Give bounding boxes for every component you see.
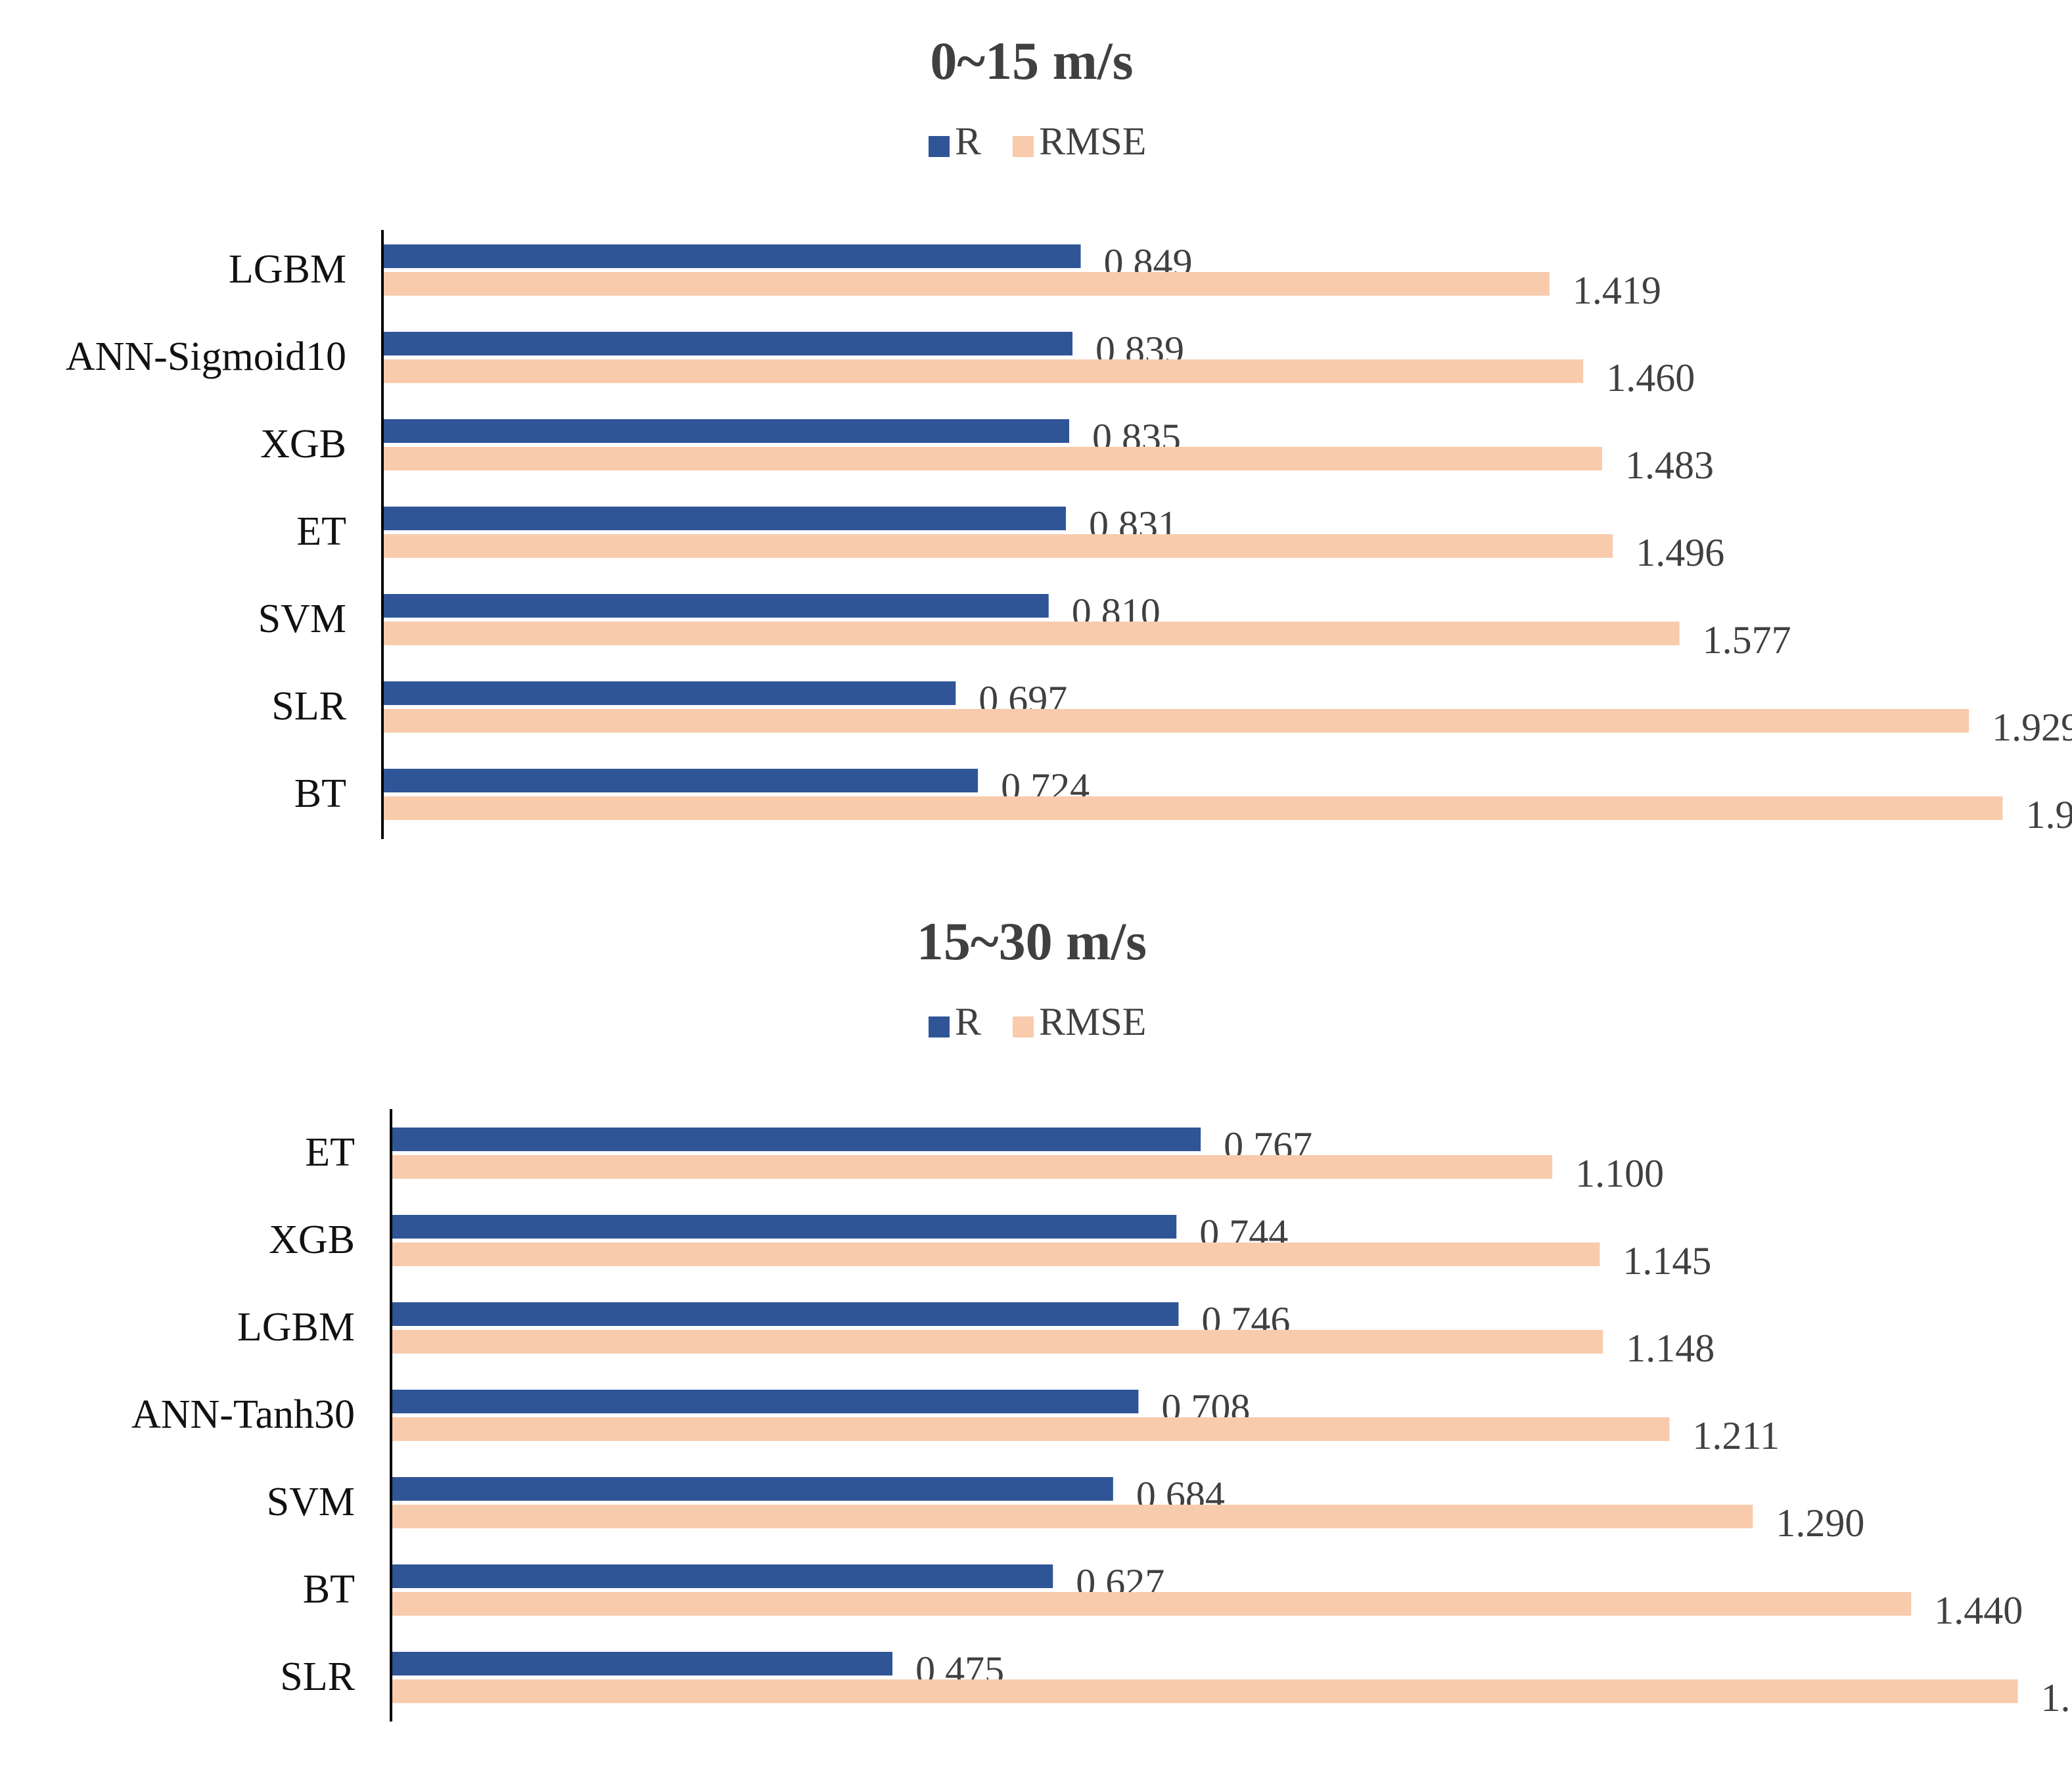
bar-r	[382, 769, 978, 792]
bar-rmse	[382, 359, 1584, 383]
category-label: BT	[294, 771, 346, 816]
bar-rmse	[391, 1592, 1912, 1616]
bar-rmse	[382, 272, 1550, 296]
data-label-rmse: 1.460	[1606, 356, 1695, 399]
data-label-rmse: 1.148	[1626, 1327, 1715, 1370]
legend-swatch-rmse	[1013, 136, 1034, 157]
bar-rmse	[391, 1505, 1753, 1528]
bar-r	[391, 1390, 1139, 1413]
data-label-rmse: 1.496	[1636, 531, 1724, 574]
category-label: XGB	[269, 1218, 355, 1262]
bar-r	[382, 681, 956, 705]
bar-r	[391, 1215, 1177, 1239]
category-label: SLR	[280, 1654, 355, 1699]
legend: R RMSE	[929, 1000, 1146, 1043]
legend-label-rmse: RMSE	[1039, 120, 1146, 163]
bar-rmse	[391, 1417, 1670, 1441]
data-label-rmse: 1.419	[1573, 269, 1661, 312]
category-label: LGBM	[229, 247, 346, 292]
legend: R RMSE	[929, 120, 1146, 163]
bar-r	[382, 244, 1081, 268]
bar-rmse	[382, 796, 2003, 820]
bar-r	[391, 1128, 1201, 1151]
category-label: XGB	[260, 422, 346, 467]
chart-title: 0~15 m/s	[930, 31, 1133, 91]
data-label-rmse: 1.577	[1703, 618, 1791, 662]
bar-r	[382, 332, 1073, 355]
bar-rmse	[382, 534, 1613, 558]
chart-title: 15~30 m/s	[917, 911, 1147, 971]
legend-label-r: R	[955, 1000, 981, 1043]
category-label: ANN-Sigmoid10	[66, 334, 346, 379]
bar-rmse	[382, 447, 1602, 470]
bar-r	[382, 419, 1070, 443]
data-label-rmse: 1.483	[1625, 444, 1714, 487]
bar-r	[391, 1477, 1113, 1501]
bar-rmse	[391, 1679, 2018, 1703]
legend-swatch-rmse	[1013, 1016, 1034, 1037]
data-label-rmse: 1.440	[1934, 1589, 2023, 1632]
data-label-rmse: 1.100	[1575, 1152, 1664, 1195]
bar-r	[391, 1564, 1053, 1588]
category-label: LGBM	[237, 1305, 355, 1350]
data-label-rmse: 1.929	[1992, 706, 2072, 749]
data-label-rmse: 1.970	[2025, 793, 2072, 836]
legend-label-rmse: RMSE	[1039, 1000, 1146, 1043]
legend-swatch-r	[929, 136, 950, 157]
data-label-rmse: 1.145	[1623, 1239, 1711, 1283]
data-label-rmse: 1.290	[1776, 1501, 1864, 1545]
bar-r	[382, 507, 1066, 530]
category-label: ET	[296, 509, 346, 554]
bar-r	[391, 1302, 1179, 1326]
bar-rmse	[391, 1330, 1603, 1354]
category-label: ET	[305, 1130, 355, 1175]
bar-rmse	[391, 1155, 1553, 1179]
category-label: BT	[303, 1567, 355, 1612]
data-label-rmse: 1.541	[2041, 1676, 2072, 1720]
category-label: SVM	[267, 1480, 355, 1524]
category-label: SVM	[258, 597, 346, 641]
bar-rmse	[391, 1242, 1600, 1266]
legend-label-r: R	[955, 120, 981, 163]
bar-rmse	[382, 622, 1680, 645]
category-label: ANN-Tanh30	[131, 1392, 355, 1437]
bar-rmse	[382, 709, 1969, 733]
bar-r	[382, 594, 1049, 618]
category-label: SLR	[271, 684, 346, 729]
bar-r	[391, 1652, 893, 1675]
legend-swatch-r	[929, 1016, 950, 1037]
data-label-rmse: 1.211	[1692, 1414, 1780, 1457]
